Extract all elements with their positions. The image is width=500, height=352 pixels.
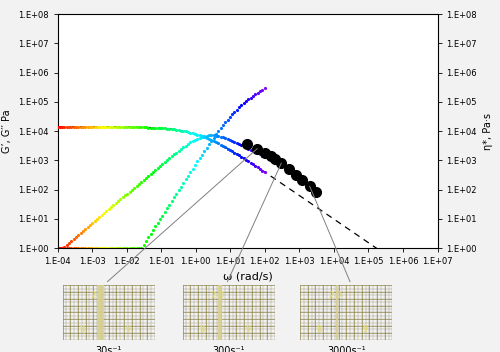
Y-axis label: G’, G′′ Pa: G’, G′′ Pa — [2, 109, 12, 153]
Text: 9: 9 — [363, 325, 368, 334]
Text: 0: 0 — [98, 291, 103, 300]
Text: 8: 8 — [316, 325, 322, 334]
Text: 0: 0 — [218, 291, 224, 300]
Text: 8: 8 — [79, 325, 84, 334]
Y-axis label: η*, Pa·s: η*, Pa·s — [482, 113, 492, 150]
Text: 0: 0 — [336, 291, 341, 300]
Text: 30s⁻¹: 30s⁻¹ — [96, 346, 122, 352]
X-axis label: ω (rad/s): ω (rad/s) — [222, 272, 272, 282]
Text: 2: 2 — [328, 291, 334, 300]
Text: 2: 2 — [210, 291, 216, 300]
Text: 9: 9 — [126, 325, 130, 334]
Text: 300s⁻¹: 300s⁻¹ — [212, 346, 245, 352]
Text: 3000s⁻¹: 3000s⁻¹ — [327, 346, 366, 352]
Text: 2: 2 — [90, 291, 96, 300]
Text: 8: 8 — [199, 325, 204, 334]
Text: 9: 9 — [246, 325, 250, 334]
